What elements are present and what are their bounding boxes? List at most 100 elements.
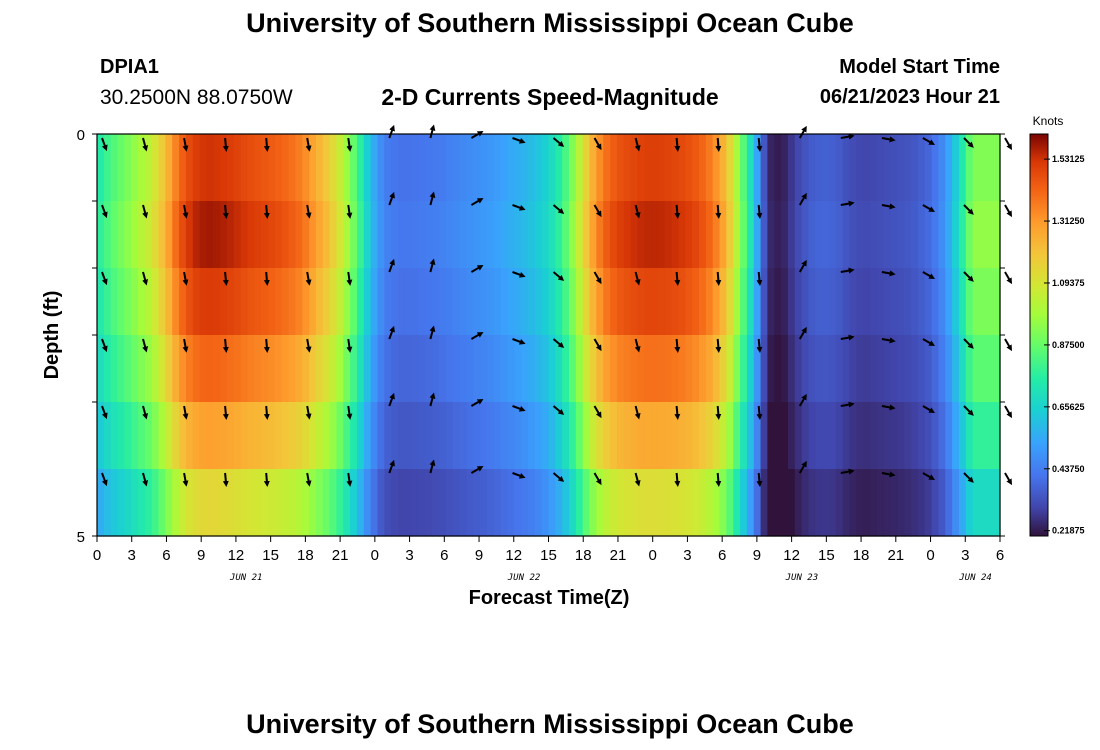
heatmap-cell	[760, 402, 769, 470]
heatmap-cell	[678, 201, 686, 269]
current-vector	[881, 404, 896, 411]
heatmap-cell	[185, 402, 194, 470]
current-vector	[840, 200, 855, 207]
heatmap-cell	[931, 268, 940, 336]
heatmap-cell	[842, 134, 851, 202]
current-vector	[963, 472, 974, 483]
heatmap-cell	[288, 201, 296, 269]
current-vector	[263, 137, 270, 152]
heatmap-cell	[541, 469, 550, 537]
heatmap-cell	[398, 201, 406, 269]
heatmap-cell	[343, 268, 351, 336]
heatmap-cell	[904, 402, 912, 470]
heatmap-cell	[651, 134, 659, 202]
current-vector	[388, 392, 395, 407]
heatmap-cell	[370, 134, 379, 202]
heatmap-cell	[192, 402, 201, 470]
current-vector	[429, 392, 436, 407]
heatmap-cell	[781, 201, 789, 269]
heatmap-cell	[480, 268, 488, 336]
heatmap-cell	[596, 335, 604, 403]
heatmap-cell	[534, 268, 543, 336]
heatmap-cell	[787, 469, 796, 537]
current-vector	[429, 191, 436, 206]
heatmap-cell	[425, 268, 433, 336]
heatmap-cell	[685, 402, 693, 470]
heatmap-cell	[699, 134, 707, 202]
heatmap-cell	[705, 335, 714, 403]
heatmap-cell	[343, 402, 351, 470]
heatmap-cell	[199, 402, 208, 470]
x-tick-label: 21	[887, 547, 904, 564]
current-vector	[429, 258, 436, 273]
heatmap-cell	[582, 335, 591, 403]
heatmap-cell	[965, 268, 974, 336]
current-vector	[922, 137, 935, 146]
heatmap-cell	[815, 268, 823, 336]
heatmap-cell	[398, 335, 406, 403]
heatmap-cell	[822, 134, 830, 202]
heatmap-cell	[97, 268, 105, 336]
heatmap-cell	[794, 134, 803, 202]
heatmap-cell	[637, 469, 645, 537]
heatmap-cell	[555, 201, 563, 269]
heatmap-cell	[398, 469, 406, 537]
heatmap-cell	[726, 335, 734, 403]
current-vector	[674, 137, 681, 152]
heatmap-cell	[377, 268, 385, 336]
heatmap-cell	[589, 201, 597, 269]
heatmap-cell	[726, 268, 734, 336]
heatmap-cell	[685, 134, 693, 202]
heatmap-cell	[993, 469, 1001, 537]
heatmap-cell	[849, 134, 857, 202]
heatmap-cell	[610, 201, 618, 269]
current-vector	[222, 472, 229, 487]
heatmap-cell	[897, 335, 905, 403]
heatmap-cell	[692, 335, 700, 403]
heatmap-cell	[363, 134, 372, 202]
heatmap-cell	[384, 201, 392, 269]
heatmap-cell	[398, 268, 406, 336]
heatmap-cell	[637, 268, 645, 336]
heatmap-cell	[322, 268, 331, 336]
heatmap-cell	[363, 402, 372, 470]
heatmap-cell	[842, 335, 851, 403]
heatmap-cell	[958, 469, 967, 537]
heatmap-cell	[575, 268, 584, 336]
heatmap-cell	[418, 201, 426, 269]
heatmap-cell	[199, 469, 208, 537]
heatmap-cell	[432, 469, 440, 537]
heatmap-cell	[158, 402, 167, 470]
current-vector	[922, 472, 935, 481]
heatmap-cell	[924, 469, 933, 537]
heatmap-cell	[555, 402, 563, 470]
heatmap-cell	[261, 469, 269, 537]
heatmap-cell	[664, 402, 673, 470]
heatmap-cell	[534, 469, 543, 537]
heatmap-cell	[486, 268, 495, 336]
heatmap-cell	[274, 469, 283, 537]
heatmap-cell	[110, 402, 119, 470]
heatmap-cell	[151, 469, 160, 537]
current-vector	[840, 468, 855, 475]
heatmap-cell	[671, 469, 680, 537]
heatmap-cell	[911, 268, 919, 336]
heatmap-cell	[705, 134, 714, 202]
heatmap-cell	[206, 402, 214, 470]
heatmap-cell	[657, 134, 666, 202]
heatmap-cell	[295, 268, 303, 336]
heatmap-cell	[931, 402, 940, 470]
current-vector	[182, 338, 189, 353]
heatmap-cell	[876, 335, 885, 403]
heatmap-cell	[131, 402, 139, 470]
current-vector	[593, 338, 602, 352]
heatmap-cell	[459, 268, 468, 336]
heatmap-cell	[507, 201, 515, 269]
current-vector	[142, 137, 149, 152]
heatmap-cell	[644, 335, 652, 403]
heatmap-cell	[144, 402, 153, 470]
heatmap-cell	[281, 335, 290, 403]
heatmap-cell	[678, 134, 686, 202]
colorbar-tick-label: 0.21875	[1052, 526, 1085, 536]
heatmap-cell	[917, 201, 926, 269]
